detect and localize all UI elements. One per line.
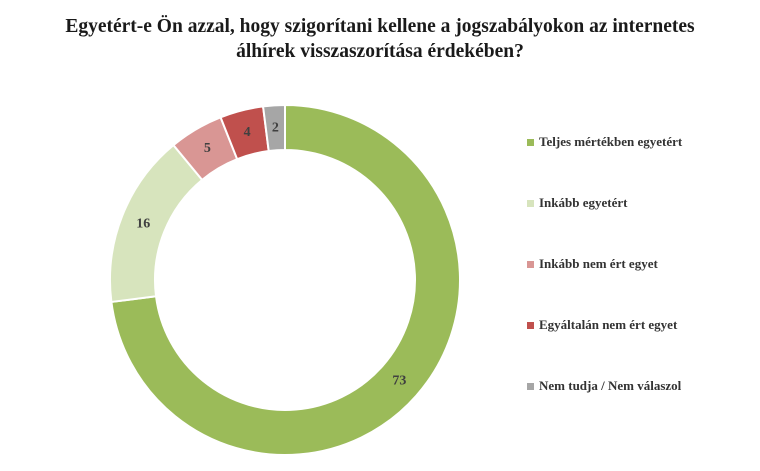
legend-swatch-4 xyxy=(527,382,534,390)
legend-label-3: Egyáltalán nem ért egyet xyxy=(539,317,678,332)
legend-item-2: Inkább nem ért egyet xyxy=(527,254,658,274)
slice-1 xyxy=(109,143,204,304)
slice-label-2: 5 xyxy=(204,141,211,156)
slice-0 xyxy=(110,103,461,456)
chart-title-line-2: álhírek visszaszorítása érdekében? xyxy=(236,41,524,62)
slice-label-0: 73 xyxy=(392,373,406,388)
legend-item-3: Egyáltalán nem ért egyet xyxy=(527,315,677,335)
legend-label-1: Inkább egyetért xyxy=(539,195,628,210)
legend-swatch-3 xyxy=(527,321,534,329)
legend-item-4: Nem tudja / Nem válaszol xyxy=(527,376,681,396)
legend-label-4: Nem tudja / Nem válaszol xyxy=(539,378,682,393)
chart-title-line-1: Egyetért-e Ön azzal, hogy szigorítani ke… xyxy=(65,16,695,37)
slice-4 xyxy=(261,103,286,153)
slice-label-3: 4 xyxy=(244,125,251,140)
legend-label-2: Inkább nem ért egyet xyxy=(539,256,658,271)
legend-swatch-0 xyxy=(527,138,534,146)
legend-swatch-2 xyxy=(527,260,534,268)
legend-swatch-1 xyxy=(527,199,534,207)
slice-label-4: 2 xyxy=(272,120,279,135)
legend-label-0: Teljes mértékben egyetért xyxy=(539,134,683,149)
chart-title: Egyetért-e Ön azzal, hogy szigorítani ke… xyxy=(0,14,760,64)
legend-item-1: Inkább egyetért xyxy=(527,193,627,213)
slice-label-1: 16 xyxy=(136,216,150,231)
legend-item-0: Teljes mértékben egyetért xyxy=(527,132,682,152)
